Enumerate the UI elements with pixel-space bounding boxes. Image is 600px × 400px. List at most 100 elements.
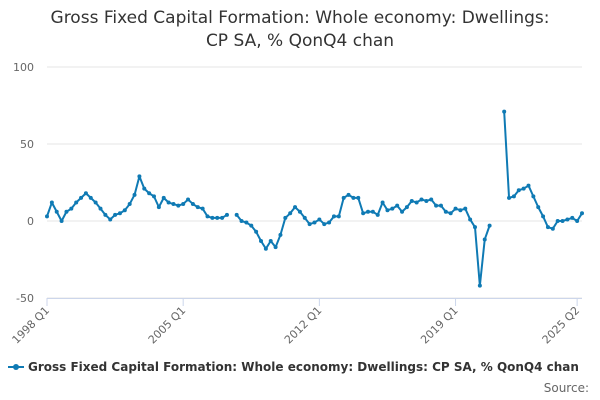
- data-point[interactable]: [79, 195, 84, 200]
- data-point[interactable]: [273, 245, 278, 250]
- data-point[interactable]: [395, 203, 400, 208]
- data-point[interactable]: [293, 205, 298, 210]
- data-point[interactable]: [93, 200, 98, 205]
- data-point[interactable]: [317, 217, 322, 222]
- data-point[interactable]: [487, 223, 492, 228]
- data-point[interactable]: [521, 186, 526, 191]
- data-point[interactable]: [526, 183, 531, 188]
- data-point[interactable]: [117, 211, 122, 216]
- data-point[interactable]: [516, 188, 521, 193]
- data-point[interactable]: [127, 202, 132, 207]
- data-point[interactable]: [59, 219, 64, 223]
- data-point[interactable]: [156, 205, 161, 210]
- data-point[interactable]: [171, 202, 176, 207]
- data-point[interactable]: [64, 209, 69, 214]
- data-point[interactable]: [220, 215, 225, 220]
- data-point[interactable]: [49, 200, 54, 205]
- data-point[interactable]: [161, 195, 166, 200]
- data-point[interactable]: [113, 212, 118, 217]
- data-point[interactable]: [142, 186, 147, 191]
- data-point[interactable]: [166, 200, 171, 205]
- data-point[interactable]: [502, 109, 507, 114]
- data-point[interactable]: [224, 212, 229, 217]
- data-point[interactable]: [511, 194, 516, 199]
- data-point[interactable]: [565, 217, 570, 222]
- data-point[interactable]: [215, 215, 220, 220]
- data-point[interactable]: [132, 192, 137, 197]
- data-point[interactable]: [186, 197, 191, 202]
- data-point[interactable]: [98, 206, 103, 211]
- data-point[interactable]: [575, 219, 580, 223]
- data-point[interactable]: [375, 212, 380, 217]
- data-point[interactable]: [210, 215, 215, 220]
- data-point[interactable]: [122, 208, 127, 213]
- data-point[interactable]: [244, 220, 249, 225]
- data-point[interactable]: [438, 203, 443, 208]
- data-point[interactable]: [545, 225, 550, 230]
- data-point[interactable]: [195, 205, 200, 210]
- data-point[interactable]: [434, 203, 439, 208]
- data-point[interactable]: [302, 215, 307, 220]
- data-point[interactable]: [54, 209, 59, 214]
- data-point[interactable]: [103, 212, 108, 217]
- data-point[interactable]: [356, 195, 361, 200]
- data-point[interactable]: [88, 195, 93, 200]
- data-point[interactable]: [263, 246, 268, 251]
- legend[interactable]: Gross Fixed Capital Formation: Whole eco…: [8, 360, 579, 374]
- data-point[interactable]: [414, 200, 419, 205]
- data-point[interactable]: [458, 208, 463, 213]
- data-point[interactable]: [560, 219, 565, 223]
- data-point[interactable]: [385, 208, 390, 213]
- data-point[interactable]: [205, 214, 210, 219]
- data-point[interactable]: [404, 205, 409, 210]
- data-point[interactable]: [152, 194, 156, 199]
- data-point[interactable]: [541, 214, 546, 219]
- data-point[interactable]: [83, 191, 88, 196]
- data-point[interactable]: [409, 198, 414, 203]
- data-point[interactable]: [190, 202, 195, 207]
- data-point[interactable]: [473, 225, 477, 230]
- data-point[interactable]: [390, 206, 395, 211]
- data-point[interactable]: [555, 219, 560, 223]
- data-point[interactable]: [322, 222, 327, 227]
- data-point[interactable]: [278, 232, 283, 237]
- data-point[interactable]: [45, 214, 49, 219]
- data-point[interactable]: [108, 217, 113, 222]
- data-point[interactable]: [234, 212, 239, 217]
- data-point[interactable]: [181, 202, 186, 207]
- data-point[interactable]: [448, 211, 453, 216]
- data-point[interactable]: [550, 226, 555, 231]
- data-point[interactable]: [254, 229, 259, 234]
- data-point[interactable]: [531, 194, 536, 199]
- data-point[interactable]: [268, 239, 273, 244]
- data-point[interactable]: [366, 209, 370, 214]
- data-point[interactable]: [200, 206, 205, 211]
- data-point[interactable]: [507, 195, 512, 200]
- data-point[interactable]: [74, 200, 79, 205]
- data-point[interactable]: [463, 206, 468, 211]
- data-point[interactable]: [239, 219, 244, 223]
- data-point[interactable]: [259, 239, 263, 244]
- data-point[interactable]: [443, 209, 448, 214]
- data-point[interactable]: [424, 198, 429, 203]
- data-point[interactable]: [570, 215, 575, 220]
- data-point[interactable]: [288, 211, 293, 216]
- data-point[interactable]: [453, 206, 458, 211]
- data-point[interactable]: [307, 222, 312, 227]
- data-point[interactable]: [361, 211, 366, 216]
- data-point[interactable]: [346, 192, 351, 197]
- data-point[interactable]: [147, 191, 152, 196]
- data-point[interactable]: [249, 223, 254, 228]
- data-point[interactable]: [297, 209, 302, 214]
- data-point[interactable]: [176, 203, 181, 208]
- data-point[interactable]: [482, 237, 487, 242]
- data-point[interactable]: [429, 197, 434, 202]
- data-point[interactable]: [312, 220, 317, 225]
- data-point[interactable]: [351, 195, 356, 200]
- data-point[interactable]: [341, 195, 346, 200]
- data-point[interactable]: [380, 200, 385, 205]
- data-point[interactable]: [69, 206, 74, 211]
- data-point[interactable]: [370, 209, 375, 214]
- data-point[interactable]: [331, 214, 336, 219]
- data-point[interactable]: [477, 283, 482, 288]
